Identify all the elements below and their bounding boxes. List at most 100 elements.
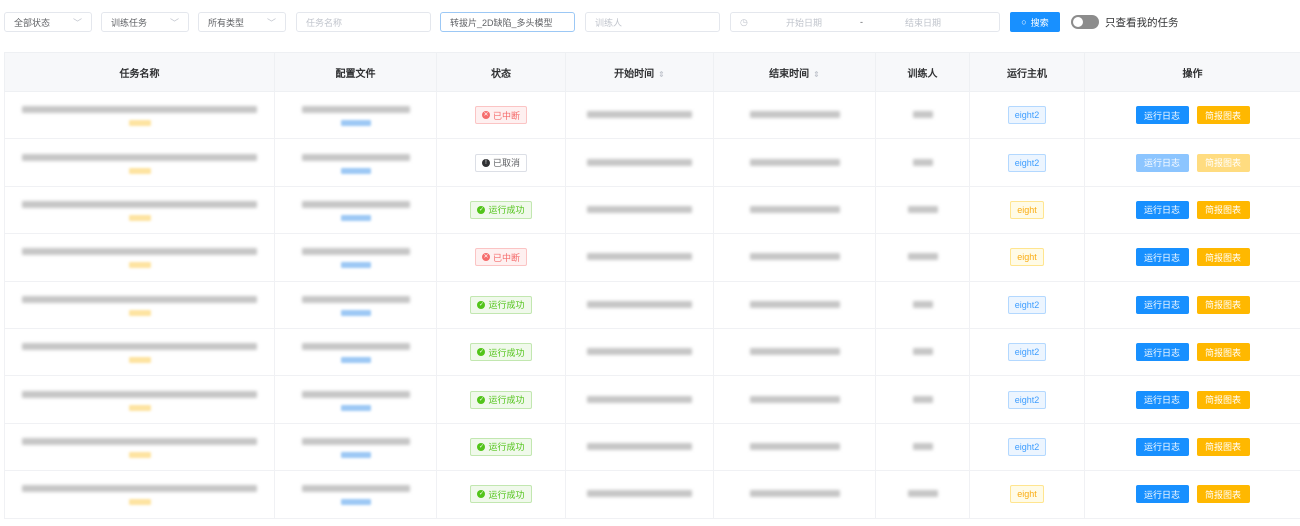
actions-cell: 运行日志 简报图表 xyxy=(1084,422,1300,472)
trainer-cell xyxy=(875,233,970,282)
host-cell: eight2 xyxy=(969,90,1085,140)
run-log-button[interactable]: 运行日志 xyxy=(1135,437,1189,456)
col-task-name: 任务名称 xyxy=(4,52,275,92)
table-row: ✕ 已中断 eight2 运行日志 简报图表 xyxy=(4,90,1300,140)
search-icon: ○ xyxy=(1021,17,1027,27)
clock-icon: ◷ xyxy=(740,16,748,27)
report-chart-button[interactable]: 简报图表 xyxy=(1196,106,1250,125)
table-row: ✓ 运行成功 eight2 运行日志 简报图表 xyxy=(4,375,1300,424)
status-cell: ! 已取消 xyxy=(436,138,566,187)
end-date-placeholder: 结束日期 xyxy=(905,17,942,28)
task-name-cell xyxy=(4,375,275,424)
col-trainer: 训练人 xyxy=(875,52,970,92)
config-cell xyxy=(274,90,437,140)
actions-cell: 运行日志 简报图表 xyxy=(1084,185,1300,235)
config-cell xyxy=(274,280,437,329)
trainer-cell xyxy=(875,327,970,377)
run-log-button[interactable]: 运行日志 xyxy=(1135,153,1189,172)
col-status: 状态 xyxy=(436,52,566,92)
start-time-cell xyxy=(565,185,714,235)
host-cell: eight xyxy=(969,185,1085,235)
only-mine-label: 只查看我的任务 xyxy=(1105,17,1179,29)
config-cell xyxy=(274,138,437,187)
start-time-cell xyxy=(565,422,714,472)
status-cell: ✓ 运行成功 xyxy=(436,327,566,377)
actions-cell: 运行日志 简报图表 xyxy=(1084,280,1300,329)
status-icon: ✕ xyxy=(481,253,490,262)
end-time-cell xyxy=(713,138,876,187)
sort-icon[interactable]: ⇕ xyxy=(658,69,665,79)
trainer-cell xyxy=(875,280,970,329)
sort-icon[interactable]: ⇕ xyxy=(813,69,820,79)
actions-cell: 运行日志 简报图表 xyxy=(1084,470,1300,519)
status-cell: ✓ 运行成功 xyxy=(436,422,566,472)
col-end-time[interactable]: 结束时间 ⇕ xyxy=(713,52,876,92)
task-name-input[interactable]: 任务名称 xyxy=(296,12,431,32)
start-time-cell xyxy=(565,470,714,519)
run-log-button[interactable]: 运行日志 xyxy=(1135,295,1189,314)
table-row: ✓ 运行成功 eight2 运行日志 简报图表 xyxy=(4,280,1300,329)
status-badge: ✕ 已中断 xyxy=(474,248,527,267)
date-range-picker[interactable]: ◷ 开始日期 - 结束日期 xyxy=(730,12,1000,32)
trainer-cell xyxy=(875,90,970,140)
host-tag: eight2 xyxy=(1007,106,1047,125)
task-kind-select[interactable]: 训练任务 ﹀ xyxy=(101,12,189,32)
report-chart-button[interactable]: 简报图表 xyxy=(1196,153,1250,172)
run-log-button[interactable]: 运行日志 xyxy=(1135,106,1189,125)
task-name-cell xyxy=(4,90,275,140)
start-time-label: 开始时间 xyxy=(614,68,655,80)
config-cell xyxy=(274,375,437,424)
actions-cell: 运行日志 简报图表 xyxy=(1084,138,1300,187)
start-time-cell xyxy=(565,90,714,140)
only-mine-toggle[interactable] xyxy=(1071,15,1099,29)
host-tag: eight2 xyxy=(1007,153,1047,172)
trainer-cell xyxy=(875,138,970,187)
status-text: 运行成功 xyxy=(488,205,525,216)
end-time-cell xyxy=(713,375,876,424)
config-cell xyxy=(274,233,437,282)
table-row: ✕ 已中断 eight 运行日志 简报图表 xyxy=(4,233,1300,282)
host-tag: eight2 xyxy=(1007,343,1047,362)
report-chart-button[interactable]: 简报图表 xyxy=(1196,343,1250,362)
status-text: 运行成功 xyxy=(488,395,525,406)
host-cell: eight xyxy=(969,233,1085,282)
run-log-button[interactable]: 运行日志 xyxy=(1135,343,1189,362)
report-chart-button[interactable]: 简报图表 xyxy=(1196,248,1250,267)
report-chart-button[interactable]: 简报图表 xyxy=(1196,200,1250,219)
status-select[interactable]: 全部状态 ﹀ xyxy=(4,12,92,32)
run-log-button[interactable]: 运行日志 xyxy=(1135,248,1189,267)
config-cell xyxy=(274,327,437,377)
status-icon: ✓ xyxy=(477,300,486,309)
search-button[interactable]: ○ 搜索 xyxy=(1010,12,1060,32)
run-log-button[interactable]: 运行日志 xyxy=(1135,485,1189,504)
status-badge: ✕ 已中断 xyxy=(474,106,527,125)
report-chart-button[interactable]: 简报图表 xyxy=(1196,390,1250,409)
status-cell: ✕ 已中断 xyxy=(436,233,566,282)
host-tag: eight2 xyxy=(1007,437,1047,456)
task-name-cell xyxy=(4,233,275,282)
type-select[interactable]: 所有类型 ﹀ xyxy=(198,12,286,32)
trainer-cell xyxy=(875,185,970,235)
host-tag: eight2 xyxy=(1007,390,1047,409)
status-icon: ✓ xyxy=(477,490,486,499)
col-start-time[interactable]: 开始时间 ⇕ xyxy=(565,52,714,92)
status-cell: ✓ 运行成功 xyxy=(436,185,566,235)
run-log-button[interactable]: 运行日志 xyxy=(1135,390,1189,409)
host-cell: eight2 xyxy=(969,138,1085,187)
report-chart-button[interactable]: 简报图表 xyxy=(1196,295,1250,314)
filter-bar: 全部状态 ﹀ 训练任务 ﹀ 所有类型 ﹀ 任务名称 转拔片_2D缺陷_多头模型 训练人… xyxy=(0,12,1300,32)
run-log-button[interactable]: 运行日志 xyxy=(1135,200,1189,219)
task-name-cell xyxy=(4,327,275,377)
status-icon: ✓ xyxy=(477,205,486,214)
report-chart-button[interactable]: 简报图表 xyxy=(1196,437,1250,456)
config-cell xyxy=(274,422,437,472)
actions-cell: 运行日志 简报图表 xyxy=(1084,327,1300,377)
host-tag: eight xyxy=(1010,248,1044,267)
report-chart-button[interactable]: 简报图表 xyxy=(1196,485,1250,504)
search-keyword-input[interactable]: 转拔片_2D缺陷_多头模型 xyxy=(440,12,575,32)
trainer-input[interactable]: 训练人 xyxy=(585,12,720,32)
search-label: 搜索 xyxy=(1030,17,1049,28)
task-kind-value: 训练任务 xyxy=(111,17,148,28)
host-tag: eight2 xyxy=(1007,295,1047,314)
status-badge: ✓ 运行成功 xyxy=(470,295,532,314)
